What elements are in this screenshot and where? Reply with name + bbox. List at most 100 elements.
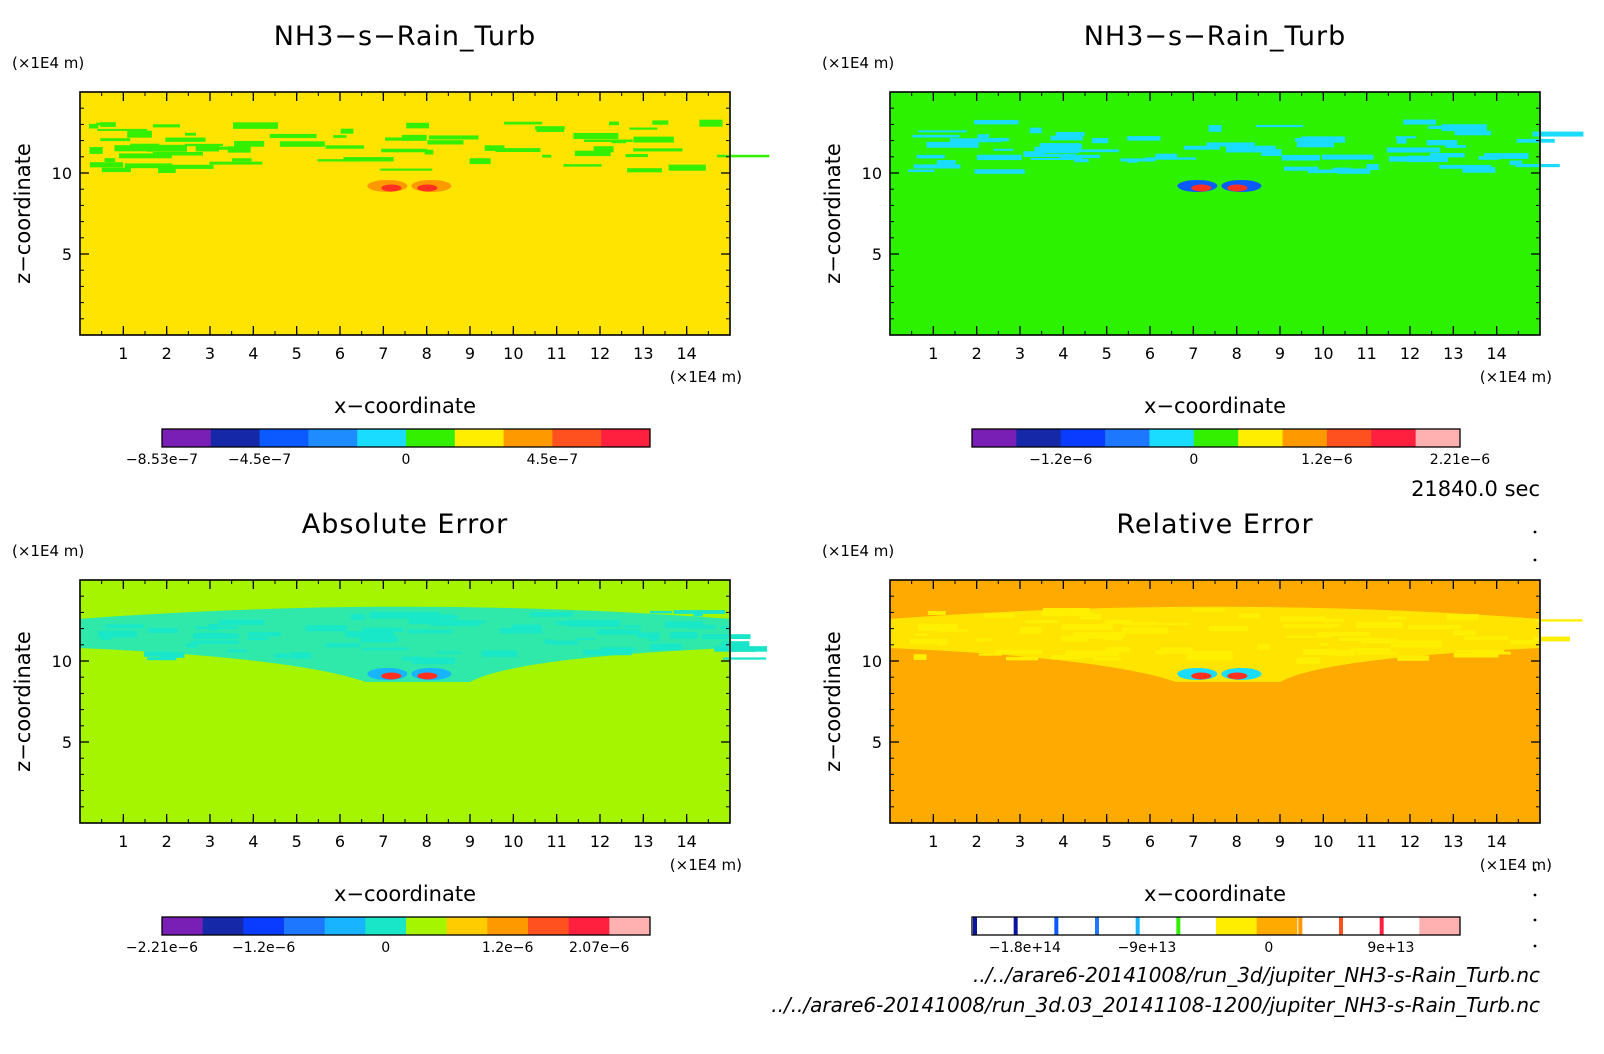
heatmap-cell: [1532, 131, 1584, 137]
heatmap-cell: [96, 122, 105, 126]
colorbar-segment: [1134, 917, 1176, 935]
colorbar-segment: [454, 429, 505, 447]
heatmap-cell: [333, 135, 347, 138]
heatmap-cell: [633, 136, 674, 143]
heatmap-cell: [1515, 164, 1560, 168]
heatmap-cell: [918, 130, 968, 133]
file-path: ../../arare6-20141008/run_3d/jupiter_NH3…: [973, 963, 1540, 987]
x-unit-label: (×1E4 m): [670, 368, 742, 386]
heatmap-cell: [1532, 636, 1570, 642]
heatmap-cell: [427, 140, 464, 145]
x-tick-label: 10: [1313, 344, 1333, 363]
heatmap-cell: [1055, 132, 1085, 137]
colorbar-label: 2.21e−6: [1430, 452, 1491, 468]
heatmap-band: [890, 606, 1540, 683]
heatmap-cell: [147, 657, 177, 661]
heatmap-cell: [1462, 167, 1496, 173]
colorbar-segment: [1238, 429, 1284, 447]
x-tick-label: 7: [1188, 832, 1198, 851]
colorbar-label: −1.8e+14: [989, 940, 1061, 956]
heatmap-cell: [1155, 153, 1178, 158]
heatmap-cell: [993, 148, 1014, 151]
x-axis-label: x−coordinate: [1144, 394, 1286, 418]
heatmap-cell: [714, 646, 768, 652]
colorbar-segment: [528, 917, 570, 935]
heatmap-cell: [1091, 137, 1109, 144]
x-tick-label: 4: [1058, 832, 1068, 851]
heatmap-cell: [977, 134, 990, 139]
feature-core-right: [417, 672, 438, 680]
x-tick-label: 3: [1015, 832, 1025, 851]
x-tick-label: 5: [292, 344, 302, 363]
colorbar-label: 2.07e−6: [569, 940, 630, 956]
colorbar-segment: [1419, 917, 1461, 935]
heatmap-cell: [100, 122, 116, 127]
file-path: ../../arare6-20141008/run_3d.03_20141108…: [771, 993, 1540, 1017]
heatmap-cell: [974, 169, 1025, 174]
colorbar-segment: [202, 917, 244, 935]
colorbar-label: −9e+13: [1117, 940, 1176, 956]
heatmap-cell: [649, 610, 673, 614]
panel-title: NH3−s−Rain_Turb: [1084, 21, 1347, 52]
x-tick-label: 1: [928, 344, 938, 363]
heatmap-cell: [1060, 154, 1100, 159]
x-tick-label: 3: [205, 832, 215, 851]
heatmap-cell: [1183, 145, 1220, 150]
heatmap-cell: [469, 158, 491, 165]
colorbar-contour-line: [1339, 917, 1343, 935]
heatmap-cell: [159, 652, 185, 658]
heatmap-cell: [124, 163, 173, 169]
x-tick-label: 6: [1145, 832, 1155, 851]
panel-2: NH3−s−Rain_Turb(×1E4 m)1 2 3 4 5 6 7 8 9 10 11 12 13…: [821, 21, 1584, 468]
heatmap-cell: [1445, 144, 1466, 148]
heatmap-cell: [1478, 156, 1500, 160]
heatmap-cell: [1208, 125, 1222, 132]
x-tick-label: 6: [335, 832, 345, 851]
heatmap-cell: [976, 154, 1022, 161]
heatmap-cell: [1030, 157, 1083, 160]
x-tick-label: 2: [972, 832, 982, 851]
x-tick-label: 13: [1443, 344, 1463, 363]
heatmap-cell: [978, 653, 1002, 656]
heatmap-cell: [232, 122, 278, 129]
x-tick-label: 9: [465, 832, 475, 851]
heatmap-cell: [1453, 652, 1499, 658]
heatmap-cell: [104, 158, 116, 163]
heatmap-band: [80, 606, 730, 683]
x-tick-label: 1: [118, 344, 128, 363]
heatmap-cell: [1534, 619, 1583, 622]
colorbar-label: 4.5e−7: [527, 452, 579, 468]
colorbar-segment: [1378, 917, 1420, 935]
colorbar-segment: [1016, 429, 1062, 447]
heatmap-cell: [1484, 153, 1529, 159]
marker-dot: [1533, 530, 1537, 534]
heatmap-cell: [913, 164, 961, 169]
y-tick-label: 10: [862, 164, 882, 183]
heatmap-cell: [234, 140, 265, 147]
feature-core-left: [1191, 672, 1212, 680]
x-tick-label: 1: [928, 832, 938, 851]
x-tick-label: 12: [590, 832, 610, 851]
colorbar-label: 0: [381, 940, 390, 956]
colorbar-segment: [406, 917, 448, 935]
heatmap-cell: [130, 143, 160, 150]
colorbar-segment: [1012, 917, 1054, 935]
heatmap-cell: [1006, 656, 1039, 661]
x-tick-label: 11: [1356, 344, 1376, 363]
heatmap-cell: [269, 133, 317, 139]
heatmap-cell: [340, 128, 354, 134]
heatmap-cell: [542, 154, 552, 158]
y-tick-label: 10: [862, 652, 882, 671]
heatmap-cell: [1144, 157, 1196, 160]
heatmap-cell: [88, 123, 99, 129]
colorbar-segment: [308, 429, 358, 447]
colorbar: −2.21e−6 −1.2e−6 0 1.2e−6 2.07e−6: [126, 916, 651, 956]
feature-core-right: [417, 184, 438, 192]
heatmap-field: [908, 119, 1584, 192]
x-tick-label: 11: [1356, 832, 1376, 851]
heatmap-field: [88, 119, 770, 192]
x-tick-label: 7: [1188, 344, 1198, 363]
heatmap-cell: [927, 610, 946, 615]
x-tick-label: 8: [1232, 344, 1242, 363]
heatmap-cell: [1406, 155, 1448, 163]
